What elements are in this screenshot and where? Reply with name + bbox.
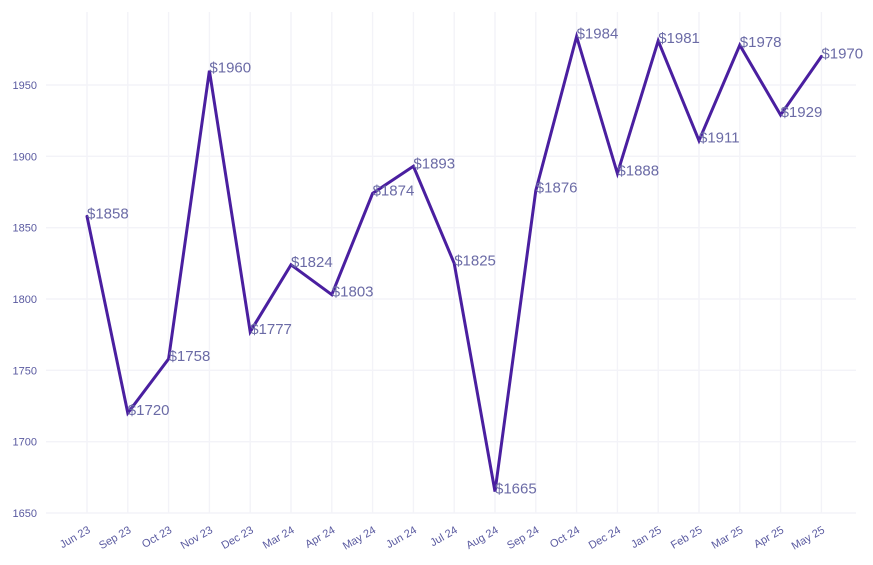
data-label: $1978 bbox=[740, 34, 782, 51]
x-tick-label: Sep 24 bbox=[505, 524, 541, 552]
data-label: $1874 bbox=[373, 182, 415, 199]
data-label: $1777 bbox=[250, 321, 292, 338]
y-tick-label: 1750 bbox=[13, 365, 37, 377]
data-label: $1665 bbox=[495, 481, 537, 498]
x-tick-label: Apr 24 bbox=[303, 524, 337, 551]
data-label: $1858 bbox=[87, 205, 129, 222]
y-tick-label: 1700 bbox=[13, 437, 37, 449]
x-tick-label: Mar 25 bbox=[710, 524, 746, 552]
x-tick-label: Apr 25 bbox=[752, 524, 786, 551]
x-tick-label: Jun 24 bbox=[384, 524, 419, 551]
x-tick-label: Sep 23 bbox=[97, 524, 133, 552]
data-label: $1960 bbox=[209, 60, 251, 77]
x-tick-label: Nov 23 bbox=[179, 524, 215, 552]
data-label: $1876 bbox=[536, 180, 578, 197]
data-label: $1970 bbox=[821, 45, 863, 62]
x-tick-label: Jan 25 bbox=[629, 524, 664, 551]
data-label: $1824 bbox=[291, 254, 333, 271]
data-label: $1720 bbox=[128, 402, 170, 419]
x-tick-label: Mar 24 bbox=[261, 524, 297, 552]
x-axis-tick-labels: Jun 23 Sep 23 Oct 23 Nov 23 Dec 23 Mar 24 Apr … bbox=[58, 524, 827, 552]
x-tick-label: Dec 24 bbox=[587, 524, 623, 552]
y-tick-label: 1850 bbox=[13, 223, 37, 235]
vertical-gridlines bbox=[86, 12, 823, 513]
x-tick-label: Jun 23 bbox=[58, 524, 93, 551]
y-tick-label: 1800 bbox=[13, 294, 37, 306]
data-label: $1984 bbox=[577, 25, 619, 42]
x-tick-label: Dec 23 bbox=[220, 524, 256, 552]
y-axis-tick-labels: 1650 1700 1750 1800 1850 1900 1950 bbox=[13, 80, 37, 520]
data-label: $1911 bbox=[699, 130, 740, 147]
horizontal-gridlines bbox=[46, 84, 856, 514]
x-tick-label: May 25 bbox=[790, 524, 827, 552]
x-tick-label: Feb 25 bbox=[669, 524, 705, 552]
x-tick-label: Oct 24 bbox=[548, 524, 582, 551]
x-tick-label: Jul 24 bbox=[428, 524, 459, 549]
data-label: $1803 bbox=[332, 284, 374, 301]
data-label: $1929 bbox=[781, 104, 823, 121]
y-tick-label: 1900 bbox=[13, 151, 37, 163]
data-labels: $1858 $1720 $1758 $1960 $1777 $1824 $1803 $1874… bbox=[87, 25, 863, 497]
data-label: $1981 bbox=[658, 30, 700, 47]
y-tick-label: 1950 bbox=[13, 80, 37, 92]
data-label: $1893 bbox=[413, 155, 455, 172]
data-label: $1888 bbox=[617, 162, 659, 179]
x-tick-label: Oct 23 bbox=[140, 524, 174, 551]
x-tick-label: May 24 bbox=[341, 524, 378, 552]
data-label: $1758 bbox=[169, 348, 211, 365]
series-line bbox=[85, 30, 823, 492]
data-label: $1825 bbox=[454, 252, 496, 269]
y-tick-label: 1650 bbox=[13, 508, 37, 520]
x-tick-label: Aug 24 bbox=[464, 524, 500, 552]
